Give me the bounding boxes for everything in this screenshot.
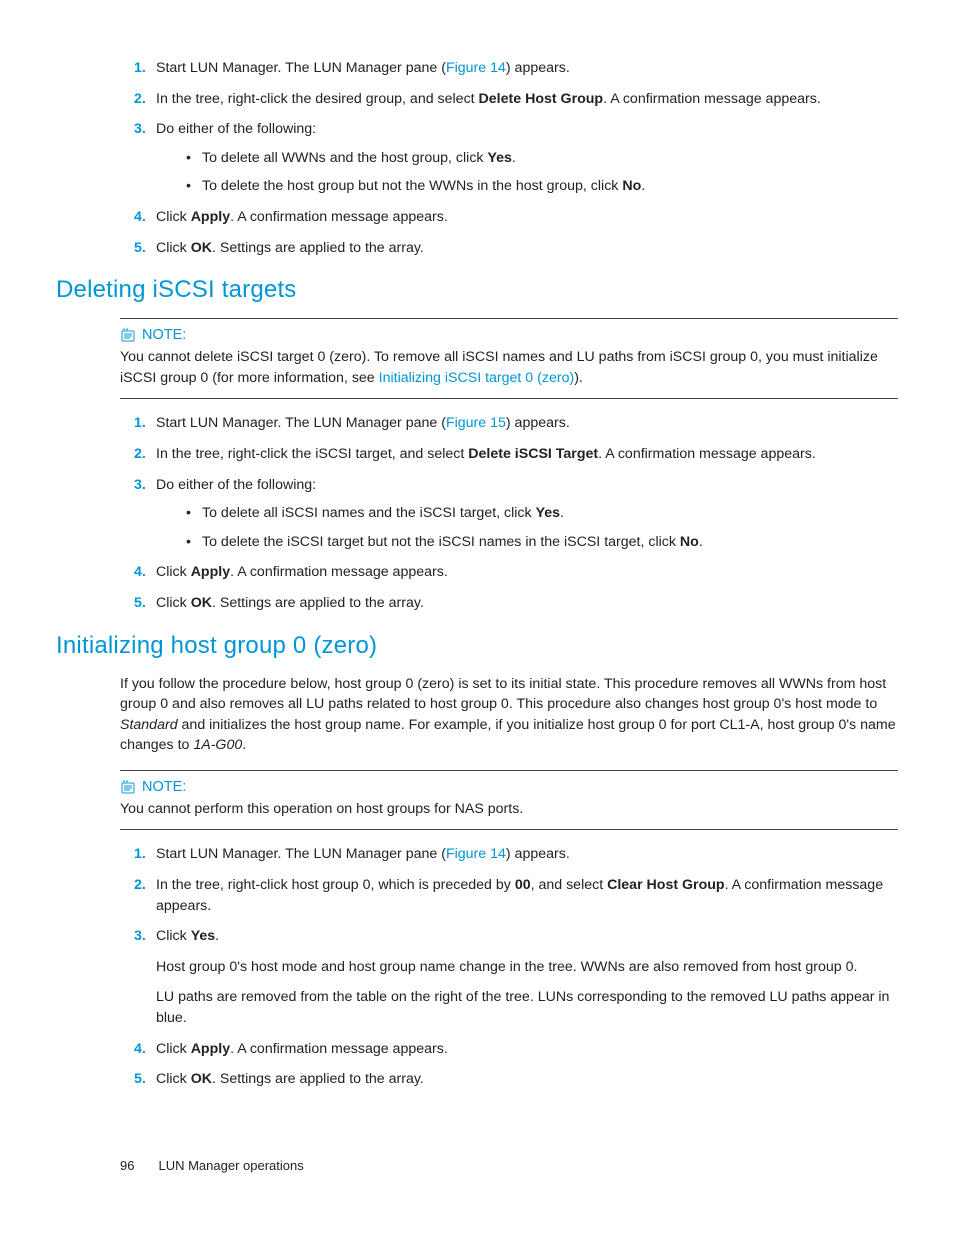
step-number: 3. — [134, 475, 146, 496]
list-item: 5. Click OK. Settings are applied to the… — [120, 1069, 898, 1090]
note-body: You cannot perform this operation on hos… — [120, 799, 898, 820]
note-label: NOTE: — [142, 327, 186, 343]
step-number: 4. — [134, 562, 146, 583]
step-extra-text: Host group 0's host mode and host group … — [156, 957, 898, 978]
figure-link[interactable]: Figure 14 — [446, 60, 506, 76]
section-heading-iscsi: Deleting iSCSI targets — [56, 276, 898, 304]
step-text: In the tree, right-click the iSCSI targe… — [156, 446, 816, 462]
note-icon — [120, 780, 136, 794]
list-item: 1. Start LUN Manager. The LUN Manager pa… — [120, 58, 898, 79]
step-text: Click Apply. A confirmation message appe… — [156, 209, 448, 225]
note-rule-top — [120, 318, 898, 319]
steps-delete-iscsi: 1. Start LUN Manager. The LUN Manager pa… — [120, 413, 898, 613]
section-intro: If you follow the procedure below, host … — [120, 674, 898, 756]
bullet-item: To delete the host group but not the WWN… — [156, 176, 898, 197]
list-item: 2. In the tree, right-click host group 0… — [120, 875, 898, 916]
note-header: NOTE: — [120, 779, 898, 795]
list-item: 2. In the tree, right-click the desired … — [120, 89, 898, 110]
step-text: Do either of the following: — [156, 121, 316, 137]
step-number: 5. — [134, 593, 146, 614]
step-text: Click OK. Settings are applied to the ar… — [156, 595, 424, 611]
note-rule-top — [120, 770, 898, 771]
list-item: 4. Click Apply. A confirmation message a… — [120, 1039, 898, 1060]
note-rule-bottom — [120, 398, 898, 399]
step-text: Click Apply. A confirmation message appe… — [156, 1041, 448, 1057]
step-number: 1. — [134, 58, 146, 79]
step-number: 1. — [134, 844, 146, 865]
list-item: 3. Click Yes. Host group 0's host mode a… — [120, 926, 898, 1028]
list-item: 5. Click OK. Settings are applied to the… — [120, 593, 898, 614]
step-text: In the tree, right-click host group 0, w… — [156, 877, 883, 914]
list-item: 4. Click Apply. A confirmation message a… — [120, 562, 898, 583]
step-number: 1. — [134, 413, 146, 434]
steps-init-hostgroup: 1. Start LUN Manager. The LUN Manager pa… — [120, 844, 898, 1089]
list-item: 1. Start LUN Manager. The LUN Manager pa… — [120, 844, 898, 865]
note-icon — [120, 328, 136, 342]
list-item: 3. Do either of the following: To delete… — [120, 475, 898, 553]
page-footer: 96 LUN Manager operations — [120, 1158, 304, 1173]
list-item: 1. Start LUN Manager. The LUN Manager pa… — [120, 413, 898, 434]
page-number: 96 — [120, 1158, 134, 1173]
list-item: 5. Click OK. Settings are applied to the… — [120, 238, 898, 259]
sub-bullets: To delete all iSCSI names and the iSCSI … — [156, 503, 898, 552]
step-number: 2. — [134, 89, 146, 110]
step-number: 5. — [134, 1069, 146, 1090]
bullet-item: To delete all WWNs and the host group, c… — [156, 148, 898, 169]
step-number: 3. — [134, 119, 146, 140]
step-text: In the tree, right-click the desired gro… — [156, 91, 821, 107]
step-text: Start LUN Manager. The LUN Manager pane … — [156, 846, 570, 862]
list-item: 4. Click Apply. A confirmation message a… — [120, 207, 898, 228]
note-body: You cannot delete iSCSI target 0 (zero).… — [120, 347, 898, 388]
step-extra-text: LU paths are removed from the table on t… — [156, 987, 898, 1028]
list-item: 3. Do either of the following: To delete… — [120, 119, 898, 197]
steps-delete-host-group: 1. Start LUN Manager. The LUN Manager pa… — [120, 58, 898, 258]
footer-title: LUN Manager operations — [158, 1158, 303, 1173]
step-text: Click Yes. — [156, 928, 219, 944]
step-number: 5. — [134, 238, 146, 259]
bullet-item: To delete all iSCSI names and the iSCSI … — [156, 503, 898, 524]
bullet-item: To delete the iSCSI target but not the i… — [156, 532, 898, 553]
step-text: Click Apply. A confirmation message appe… — [156, 564, 448, 580]
list-item: 2. In the tree, right-click the iSCSI ta… — [120, 444, 898, 465]
figure-link[interactable]: Figure 14 — [446, 846, 506, 862]
step-text: Click OK. Settings are applied to the ar… — [156, 1071, 424, 1087]
xref-link[interactable]: Initializing iSCSI target 0 (zero) — [379, 370, 575, 386]
step-number: 4. — [134, 1039, 146, 1060]
step-text: Start LUN Manager. The LUN Manager pane … — [156, 415, 570, 431]
step-number: 4. — [134, 207, 146, 228]
note-header: NOTE: — [120, 327, 898, 343]
step-number: 3. — [134, 926, 146, 947]
section-heading-init-hostgroup: Initializing host group 0 (zero) — [56, 632, 898, 660]
step-number: 2. — [134, 875, 146, 896]
step-number: 2. — [134, 444, 146, 465]
note-label: NOTE: — [142, 779, 186, 795]
step-text: Start LUN Manager. The LUN Manager pane … — [156, 60, 570, 76]
note-rule-bottom — [120, 829, 898, 830]
sub-bullets: To delete all WWNs and the host group, c… — [156, 148, 898, 197]
figure-link[interactable]: Figure 15 — [446, 415, 506, 431]
step-text: Do either of the following: — [156, 477, 316, 493]
step-text: Click OK. Settings are applied to the ar… — [156, 240, 424, 256]
